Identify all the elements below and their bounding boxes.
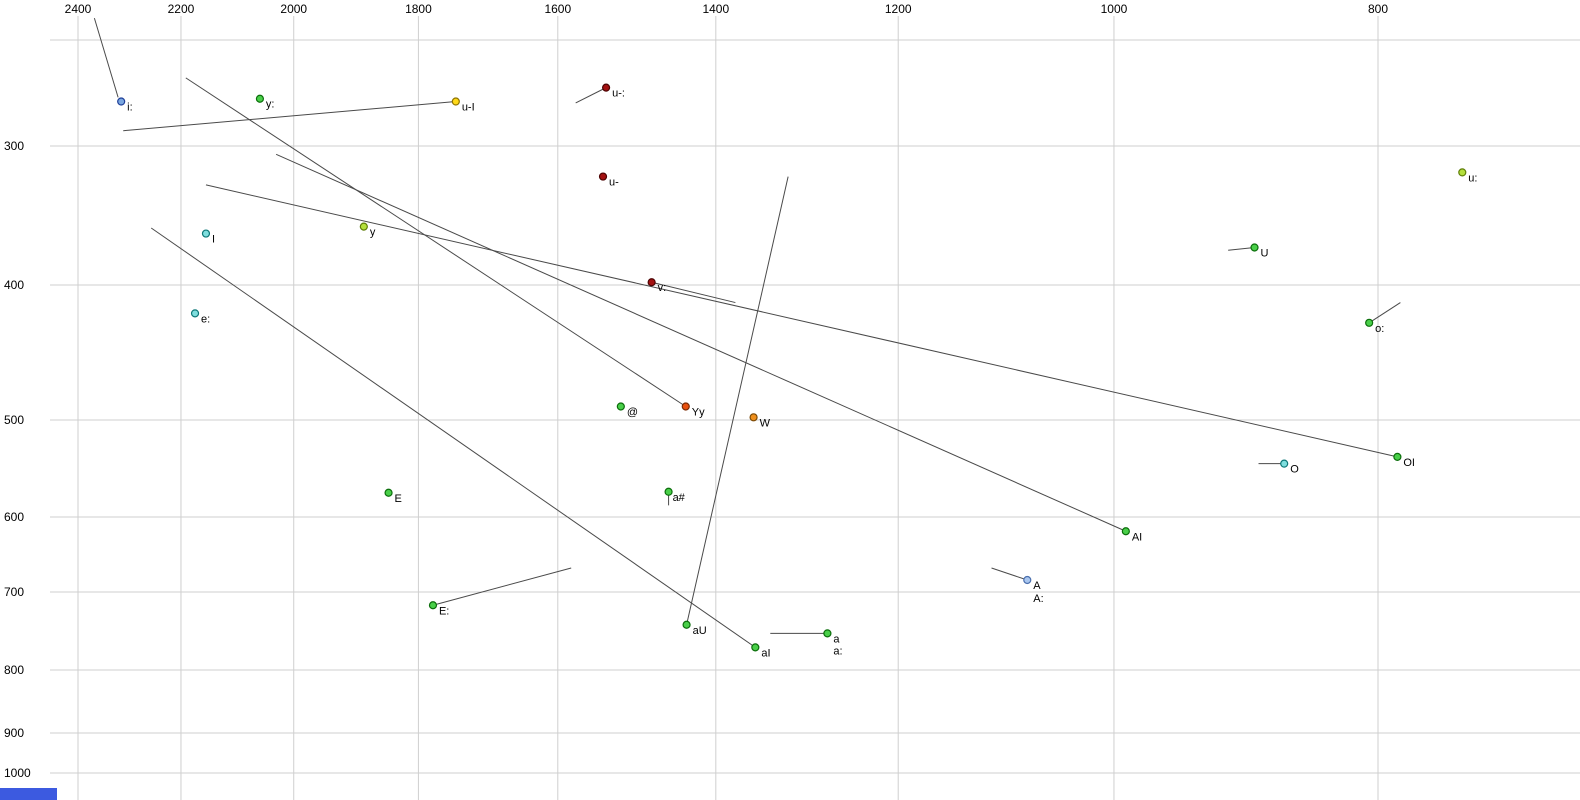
formant-trajectory [651, 281, 736, 304]
vowel-label: o: [1375, 323, 1384, 335]
vowel-point[interactable] [823, 629, 832, 638]
vowel-label: aI [761, 647, 770, 659]
vowel-point[interactable] [749, 413, 758, 422]
vowel-point[interactable] [616, 402, 625, 411]
vowel-point[interactable] [1393, 452, 1402, 461]
vowel-point[interactable] [359, 222, 368, 231]
vowel-label: y: [266, 99, 275, 111]
vowel-label: E: [439, 605, 449, 617]
vowel-label: O [1290, 464, 1299, 476]
vowel-label: a: [833, 645, 842, 657]
x-axis-tick-label: 1000 [1101, 2, 1128, 16]
vowel-label: W [760, 417, 771, 429]
vowel-label: u-I [462, 102, 475, 114]
x-axis-tick-label: 800 [1368, 2, 1388, 16]
vowel-label: AI [1132, 531, 1142, 543]
vowel-label: u-: [612, 88, 625, 100]
formant-trajectory [432, 567, 572, 606]
vowel-label: v: [658, 282, 667, 294]
x-axis-tick-label: 2200 [168, 2, 195, 16]
vowel-point[interactable] [681, 402, 690, 411]
vowel-label: Yy [692, 407, 705, 419]
vowel-point[interactable] [1023, 575, 1032, 585]
vowel-point[interactable] [384, 488, 393, 497]
formant-trajectory [686, 176, 789, 625]
vowel-point[interactable] [1250, 243, 1259, 252]
y-axis-tick-label: 500 [4, 413, 24, 427]
vowel-point[interactable] [1121, 527, 1130, 536]
vowel-label: u- [609, 177, 619, 189]
corner-marker [0, 788, 57, 800]
vowel-label: a [833, 633, 840, 645]
y-axis-tick-label: 1000 [4, 766, 31, 780]
formant-trajectory [93, 17, 119, 98]
vowel-label: i: [127, 102, 133, 114]
vowel-label: A [1033, 580, 1041, 592]
vowel-point[interactable] [601, 83, 611, 92]
formant-trajectory [275, 153, 1127, 532]
vowel-point[interactable] [117, 97, 126, 106]
vowel-label: e: [201, 313, 210, 325]
x-axis-tick-label: 1800 [405, 2, 432, 16]
y-axis-tick-label: 400 [4, 278, 24, 292]
x-axis-tick-label: 1600 [544, 2, 571, 16]
vowel-label: OI [1403, 457, 1415, 469]
formant-trajectory [1228, 246, 1255, 251]
formant-trajectory [991, 567, 1028, 581]
vowel-point[interactable] [190, 309, 200, 318]
x-axis-tick-label: 1200 [885, 2, 912, 16]
x-axis-tick-label: 2000 [280, 2, 307, 16]
vowel-point[interactable] [1365, 318, 1374, 327]
formant-trajectory [185, 77, 687, 407]
vowel-label: y [370, 227, 376, 239]
vowel-point[interactable] [451, 97, 460, 106]
formant-trajectory [205, 184, 1398, 458]
vowel-point[interactable] [751, 643, 760, 652]
formant-trajectory [575, 87, 607, 104]
x-axis-tick-label: 1400 [702, 2, 729, 16]
vowel-point[interactable] [647, 278, 656, 287]
vowel-point[interactable] [428, 601, 438, 610]
formant-trajectory [1368, 302, 1401, 324]
vowel-label: u: [1468, 172, 1477, 184]
vowel-point[interactable] [1280, 459, 1289, 468]
y-axis-tick-label: 700 [4, 585, 24, 599]
vowel-point[interactable] [255, 94, 265, 103]
vowel-label: U [1261, 247, 1269, 259]
formant-trajectory [123, 101, 456, 132]
y-axis-tick-label: 300 [4, 139, 24, 153]
formant-trajectory [150, 227, 756, 648]
vowel-point[interactable] [1458, 168, 1467, 177]
vowel-label: aU [693, 625, 707, 637]
vowel-point[interactable] [201, 229, 211, 238]
vowel-point[interactable] [682, 620, 691, 629]
vowel-label: @ [627, 407, 638, 419]
y-axis-tick-label: 800 [4, 663, 24, 677]
x-axis-tick-label: 2400 [65, 2, 92, 16]
y-axis-tick-label: 600 [4, 510, 24, 524]
vowel-label: A: [1033, 593, 1043, 605]
vowel-label: a# [673, 492, 686, 504]
vowel-label: E [395, 493, 402, 505]
vowel-point[interactable] [598, 172, 608, 181]
vowel-point[interactable] [664, 487, 673, 496]
vowel-label: I [212, 234, 215, 246]
y-axis-tick-label: 900 [4, 726, 24, 740]
